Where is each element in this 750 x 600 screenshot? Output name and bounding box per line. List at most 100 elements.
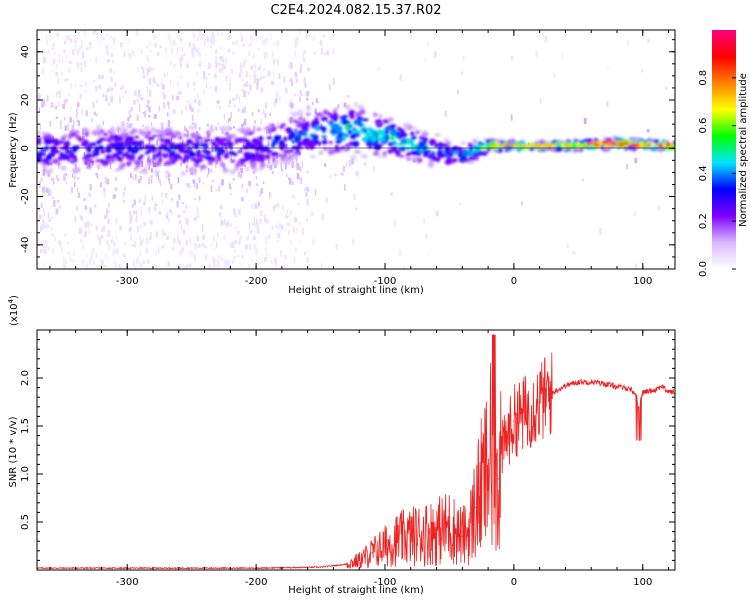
- noise-cell: [204, 245, 207, 248]
- ridge-cell: [373, 112, 378, 117]
- noise-cell: [540, 97, 542, 104]
- ridge-cell: [348, 124, 353, 128]
- noise-cell: [65, 260, 67, 265]
- snr-point: [564, 385, 567, 387]
- noise-cell: [166, 153, 168, 157]
- noise-cell: [212, 35, 216, 42]
- noise-cell: [198, 177, 201, 184]
- ridge-cell: [200, 164, 207, 170]
- noise-cell: [107, 257, 109, 261]
- ridge-cell: [395, 132, 402, 136]
- ridge-cell: [191, 157, 197, 161]
- noise-cell: [177, 233, 179, 240]
- noise-cell: [58, 54, 60, 58]
- ridge-cell: [258, 166, 264, 171]
- noise-cell: [127, 117, 130, 122]
- noise-cell: [268, 234, 270, 240]
- noise-cell: [134, 90, 137, 96]
- ridge-cell: [252, 138, 259, 144]
- snr-point: [638, 406, 640, 408]
- noise-cell: [304, 82, 307, 88]
- ridge-cell: [96, 140, 102, 145]
- noise-cell: [164, 73, 166, 78]
- noise-cell: [196, 50, 199, 53]
- noise-cell: [334, 173, 337, 177]
- noise-cell: [210, 37, 213, 44]
- ridge-cell: [288, 117, 294, 121]
- ridge-cell: [65, 156, 71, 161]
- ridge-cell: [628, 137, 635, 141]
- noise-cell: [196, 183, 199, 190]
- ridge-cell: [281, 123, 286, 127]
- ridge-cell: [419, 149, 423, 152]
- noise-cell: [76, 119, 79, 122]
- ridge-cell: [399, 128, 405, 133]
- ridge-cell: [144, 135, 150, 139]
- ridge-cell: [320, 116, 328, 122]
- noise-cell: [46, 241, 48, 249]
- noise-cell: [240, 32, 242, 36]
- noise-cell: [49, 120, 52, 127]
- ridge-cell: [550, 141, 556, 145]
- noise-cell: [291, 161, 294, 169]
- noise-cell: [223, 65, 226, 70]
- snr-point: [603, 383, 605, 385]
- noise-cell: [300, 93, 303, 97]
- noise-cell: [256, 230, 260, 233]
- ridge-cell: [150, 127, 156, 133]
- noise-cell: [78, 120, 81, 126]
- noise-cell: [238, 97, 240, 103]
- noise-cell: [89, 223, 93, 227]
- noise-cell: [59, 205, 61, 209]
- noise-cell: [346, 95, 350, 98]
- noise-cell: [274, 257, 278, 265]
- noise-cell: [71, 125, 75, 132]
- noise-cell: [95, 113, 98, 117]
- noise-cell: [162, 228, 164, 235]
- ridge-cell: [261, 153, 265, 157]
- ridge-cell: [68, 159, 73, 163]
- noise-cell: [204, 254, 208, 260]
- noise-cell: [352, 239, 355, 245]
- noise-cell: [218, 185, 221, 192]
- noise-cell: [246, 188, 249, 193]
- noise-cell: [119, 42, 123, 48]
- noise-cell: [100, 235, 104, 239]
- noise-cell: [207, 173, 209, 178]
- noise-cell: [41, 36, 43, 43]
- noise-cell: [248, 180, 252, 187]
- noise-cell: [106, 208, 108, 213]
- noise-cell: [249, 38, 253, 43]
- noise-cell: [129, 115, 132, 118]
- noise-cell: [163, 94, 166, 99]
- noise-cell: [81, 216, 83, 222]
- noise-cell: [39, 123, 41, 130]
- noise-cell: [100, 259, 104, 266]
- noise-cell: [65, 146, 67, 154]
- noise-cell: [301, 161, 303, 167]
- noise-cell: [249, 84, 252, 91]
- ridge-cell: [126, 146, 134, 152]
- ridge-cell: [540, 139, 546, 144]
- noise-cell: [544, 36, 548, 43]
- noise-cell: [192, 145, 194, 149]
- ridge-cell: [117, 136, 124, 142]
- noise-cell: [665, 87, 668, 90]
- noise-cell: [198, 63, 202, 67]
- colorbar-tick-label: 0.8: [698, 70, 709, 86]
- ridge-cell: [220, 161, 224, 167]
- noise-cell: [294, 93, 296, 96]
- noise-cell: [224, 260, 227, 268]
- ridge-cell: [359, 109, 366, 115]
- noise-cell: [201, 242, 205, 248]
- noise-cell: [272, 52, 274, 57]
- noise-cell: [58, 157, 60, 164]
- noise-cell: [177, 214, 181, 218]
- ridge-cell: [505, 145, 513, 152]
- ridge-cell: [472, 154, 478, 160]
- ridge-cell: [410, 140, 414, 145]
- noise-cell: [215, 56, 217, 63]
- noise-cell: [151, 68, 153, 71]
- ridge-cell: [278, 144, 286, 148]
- noise-cell: [428, 251, 430, 256]
